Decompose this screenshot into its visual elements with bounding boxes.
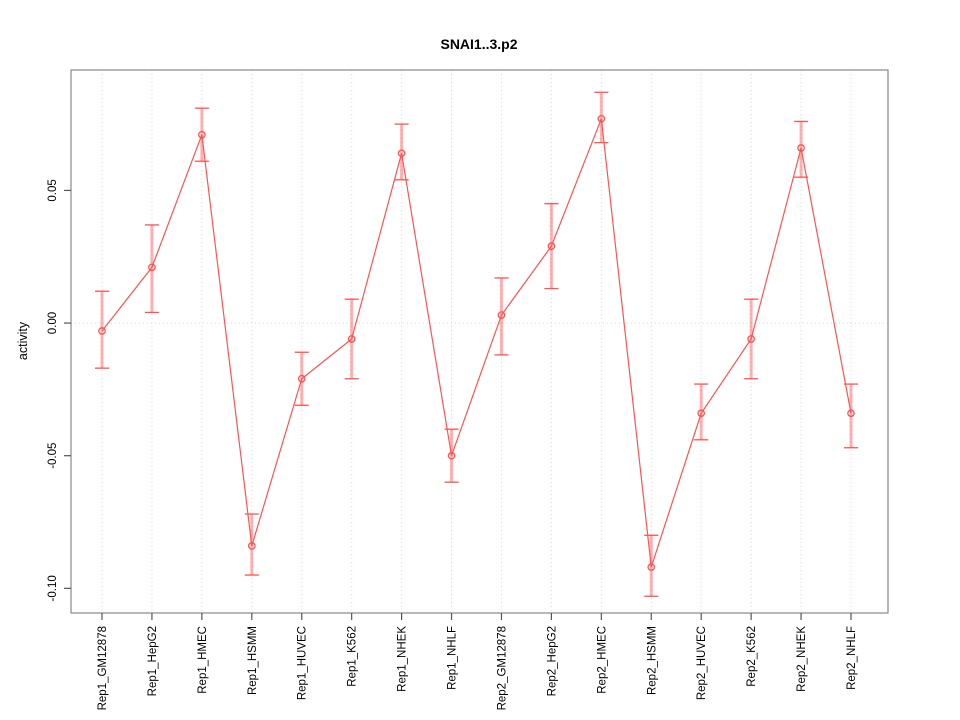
data-point-marker	[547, 242, 556, 250]
x-tick-label: Rep1_K562	[347, 626, 359, 687]
x-tick-label: Rep2_HUVEC	[696, 626, 708, 700]
x-tick-label: Rep1_HepG2	[147, 626, 159, 696]
x-tick-label: Rep1_NHLF	[447, 626, 459, 690]
x-tick-label: Rep1_NHEK	[397, 626, 409, 692]
y-axis-title: activity	[16, 321, 30, 360]
data-point-marker	[198, 130, 206, 139]
x-tick-label: Rep2_NHEK	[796, 626, 808, 692]
data-point-marker	[98, 327, 106, 335]
x-tick-label: Rep2_HepG2	[546, 626, 558, 696]
x-tick-label: Rep2_HMEC	[596, 626, 608, 694]
data-point-marker	[247, 542, 256, 550]
y-tick-label: -0.10	[47, 575, 59, 601]
x-tick-label: Rep1_HUVEC	[297, 626, 309, 700]
x-tick-label: Rep1_HSMM	[247, 626, 259, 695]
data-point-marker	[497, 311, 506, 319]
x-tick-label: Rep2_NHLF	[846, 626, 858, 690]
data-layer	[95, 91, 858, 597]
data-point-marker	[347, 335, 356, 343]
plot-border	[70, 69, 889, 614]
data-point-marker	[297, 374, 306, 383]
x-tick-label: Rep2_HSMM	[646, 626, 658, 695]
series-line	[101, 118, 852, 568]
x-tick-label: Rep1_GM12878	[97, 626, 109, 710]
y-tick-label: 0.00	[47, 312, 59, 334]
grid-layer	[71, 70, 888, 613]
data-point-marker	[797, 144, 805, 152]
y-tick-label: -0.05	[47, 443, 59, 469]
frame-layer	[64, 69, 889, 620]
data-point-marker	[847, 409, 855, 418]
data-point-marker	[447, 451, 456, 460]
data-point-marker	[697, 409, 706, 418]
x-tick-label: Rep2_GM12878	[496, 626, 508, 710]
x-tick-label: Rep1_HMEC	[197, 626, 209, 694]
data-point-marker	[647, 563, 656, 571]
data-point-marker	[597, 114, 606, 123]
chart-title: SNAI1..3.p2	[440, 36, 517, 52]
data-point-marker	[397, 149, 406, 158]
x-tick-label: Rep2_K562	[746, 626, 758, 687]
label-layer: 0.05 0.00 -0.05 -0.10 Rep1_GM12878 Rep1_HepG2…	[47, 179, 858, 710]
data-point-marker	[747, 335, 755, 343]
data-point-marker	[148, 263, 156, 272]
y-tick-label: 0.05	[47, 179, 59, 201]
